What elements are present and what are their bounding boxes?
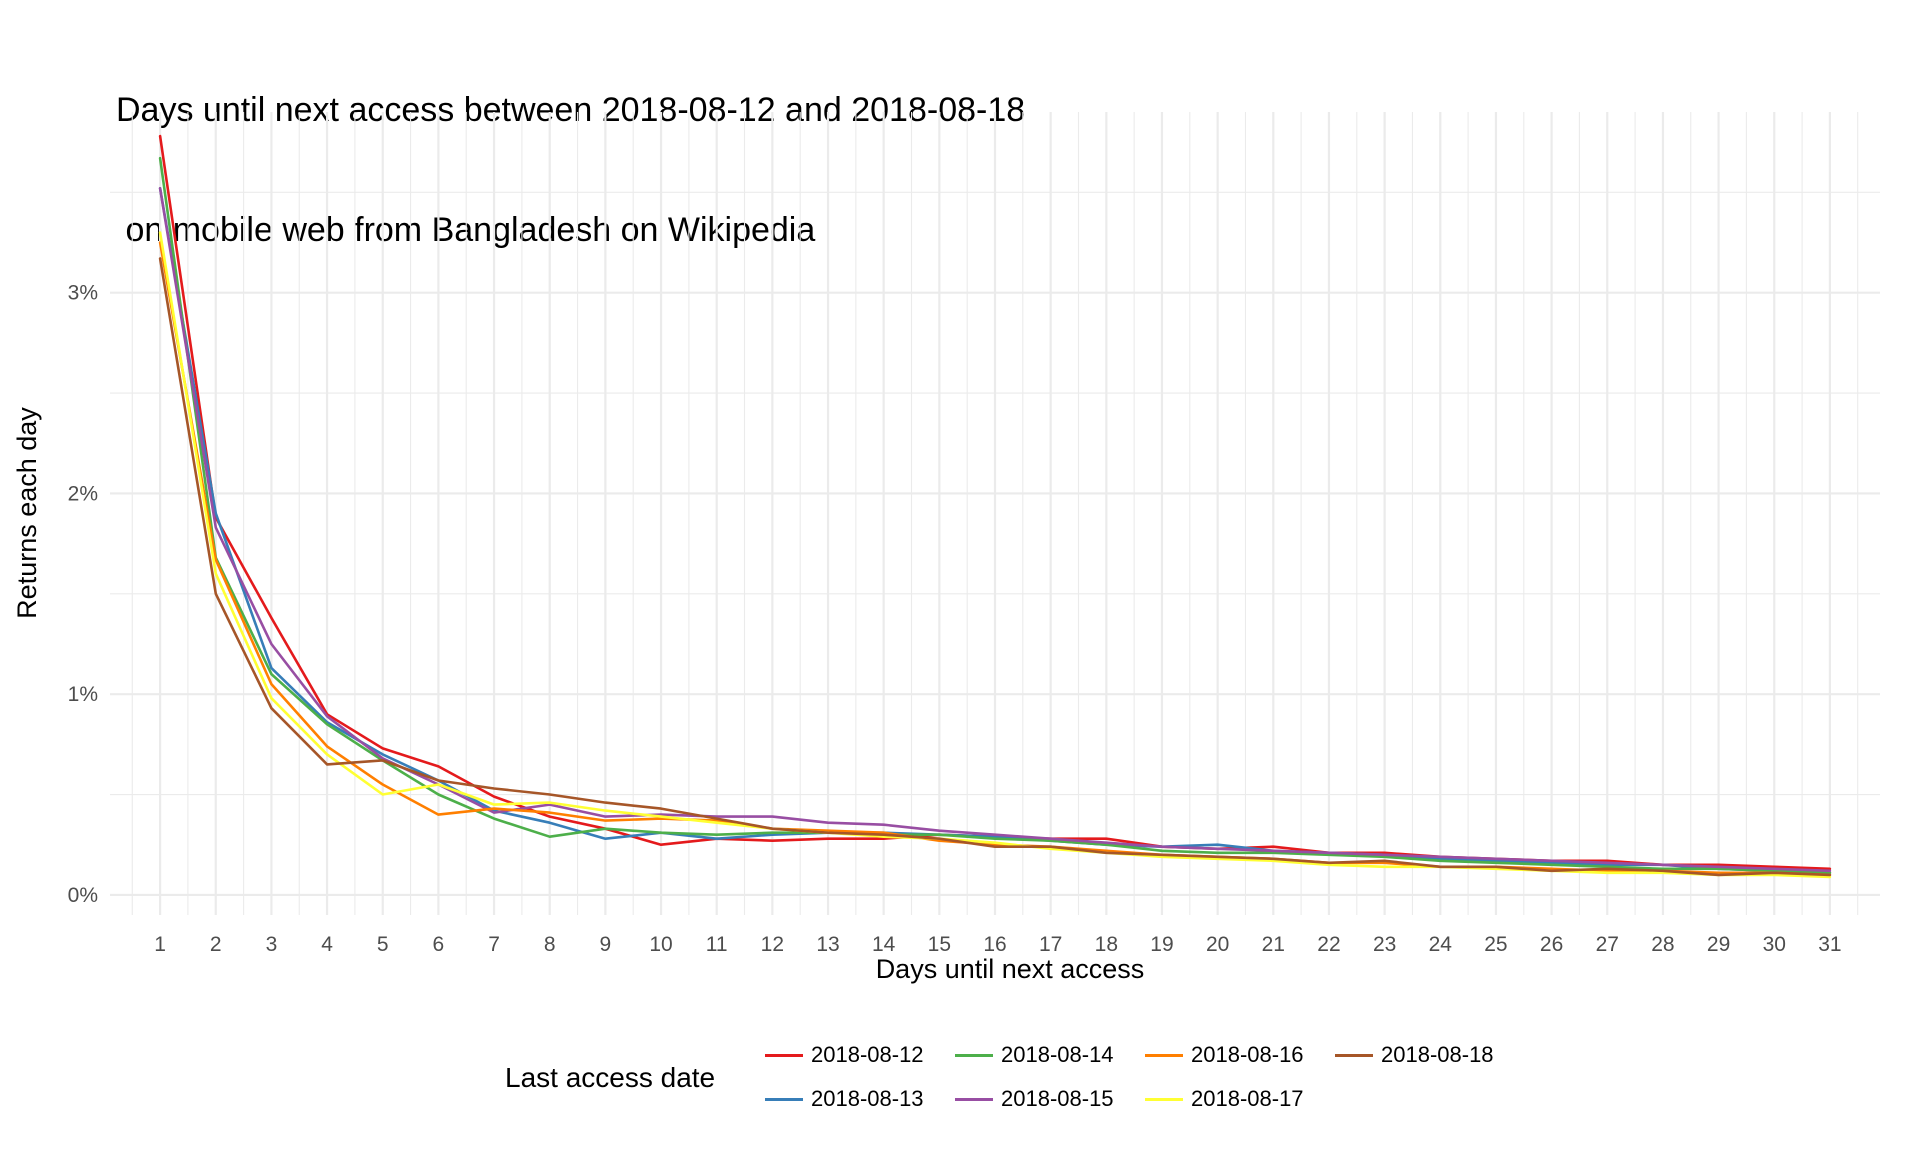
x-tick-label: 19 <box>1150 933 1173 956</box>
chart-title-line-1: Days until next access between 2018-08-1… <box>116 91 1026 129</box>
x-tick-label: 27 <box>1596 933 1619 956</box>
x-tick-label: 9 <box>600 933 612 956</box>
x-tick-label: 16 <box>983 933 1006 956</box>
series-layer <box>158 134 1832 879</box>
x-tick-label: 17 <box>1039 933 1062 956</box>
legend-title: Last access date <box>505 1062 716 1093</box>
x-tick-label: 26 <box>1540 933 1563 956</box>
series-line-2018-08-18 <box>158 257 1832 877</box>
y-tick-label: 1% <box>68 683 98 706</box>
x-tick-label: 12 <box>761 933 784 956</box>
x-tick-label: 2 <box>210 933 222 956</box>
y-tick-label: 2% <box>68 482 98 505</box>
x-tick-label: 11 <box>706 933 728 956</box>
x-tick-label: 24 <box>1429 933 1453 956</box>
legend-key <box>765 1098 803 1101</box>
legend-key <box>955 1054 993 1057</box>
x-tick-label: 31 <box>1818 933 1841 956</box>
legend-key <box>765 1054 803 1057</box>
x-tick-label: 28 <box>1651 933 1674 956</box>
x-tick-label: 30 <box>1763 933 1786 956</box>
x-tick-label: 10 <box>649 933 672 956</box>
legend-label: 2018-08-18 <box>1381 1042 1494 1067</box>
x-tick-label: 1 <box>154 933 166 956</box>
legend-label: 2018-08-17 <box>1191 1086 1304 1111</box>
x-tick-label: 21 <box>1262 933 1285 956</box>
x-tick-label: 8 <box>544 933 556 956</box>
legend-label: 2018-08-15 <box>1001 1086 1114 1111</box>
x-tick-label: 23 <box>1373 933 1396 956</box>
x-tick-label: 13 <box>816 933 839 956</box>
legend-key <box>1335 1054 1373 1057</box>
series-line-2018-08-14 <box>158 156 1832 875</box>
y-tick-label: 0% <box>68 884 98 907</box>
legend-label: 2018-08-16 <box>1191 1042 1304 1067</box>
legend-label: 2018-08-14 <box>1001 1042 1114 1067</box>
x-tick-label: 7 <box>488 933 500 956</box>
x-tick-label: 6 <box>433 933 445 956</box>
series-line-2018-08-16 <box>158 241 1832 877</box>
x-axis-title: Days until next access <box>876 954 1145 984</box>
grid-layer <box>110 112 1880 915</box>
x-tick-label: 5 <box>377 933 389 956</box>
y-axis-title: Returns each day <box>12 407 42 619</box>
x-tick-label: 20 <box>1206 933 1229 956</box>
legend-key <box>955 1098 993 1101</box>
x-tick-label: 14 <box>872 933 896 956</box>
x-tick-label: 4 <box>321 933 333 956</box>
legend-label: 2018-08-12 <box>811 1042 924 1067</box>
x-tick-label: 15 <box>928 933 951 956</box>
legend-key <box>1145 1098 1183 1101</box>
legend-key <box>1145 1054 1183 1057</box>
x-tick-label: 3 <box>266 933 278 956</box>
y-axis-ticks: 0% 1% 2% 3% <box>68 282 98 907</box>
legend-label: 2018-08-13 <box>811 1086 924 1111</box>
x-tick-label: 22 <box>1317 933 1340 956</box>
y-tick-label: 3% <box>68 282 98 305</box>
x-axis-ticks: 1 2 3 4 5 6 7 8 9 10 11 12 13 14 15 16 17 18 19 20 21 22 23 24 2… <box>154 933 1841 956</box>
x-tick-label: 29 <box>1707 933 1730 956</box>
x-tick-label: 25 <box>1484 933 1507 956</box>
x-tick-label: 18 <box>1095 933 1118 956</box>
